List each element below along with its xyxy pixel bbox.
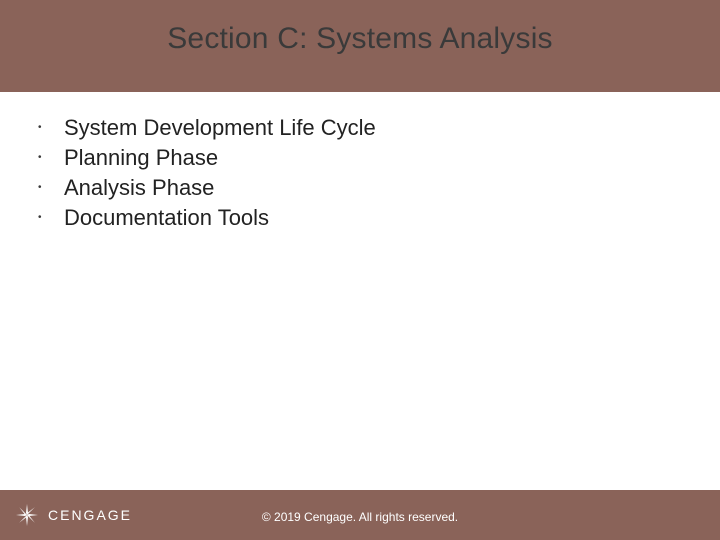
list-item: • Documentation Tools — [38, 204, 376, 232]
list-item: • Analysis Phase — [38, 174, 376, 202]
bullet-text: System Development Life Cycle — [64, 114, 376, 142]
bullet-icon: • — [38, 174, 64, 202]
list-item: • Planning Phase — [38, 144, 376, 172]
slide-header: Section C: Systems Analysis — [0, 0, 720, 78]
bullet-icon: • — [38, 114, 64, 142]
bullet-text: Documentation Tools — [64, 204, 269, 232]
bullet-list: • System Development Life Cycle • Planni… — [38, 114, 376, 234]
header-divider — [0, 78, 720, 92]
bullet-text: Planning Phase — [64, 144, 218, 172]
bullet-icon: • — [38, 204, 64, 232]
bullet-icon: • — [38, 144, 64, 172]
slide-footer: CENGAGE © 2019 Cengage. All rights reser… — [0, 490, 720, 540]
list-item: • System Development Life Cycle — [38, 114, 376, 142]
slide-title: Section C: Systems Analysis — [167, 22, 553, 56]
bullet-text: Analysis Phase — [64, 174, 214, 202]
slide: Section C: Systems Analysis • System Dev… — [0, 0, 720, 540]
copyright-text: © 2019 Cengage. All rights reserved. — [0, 510, 720, 524]
